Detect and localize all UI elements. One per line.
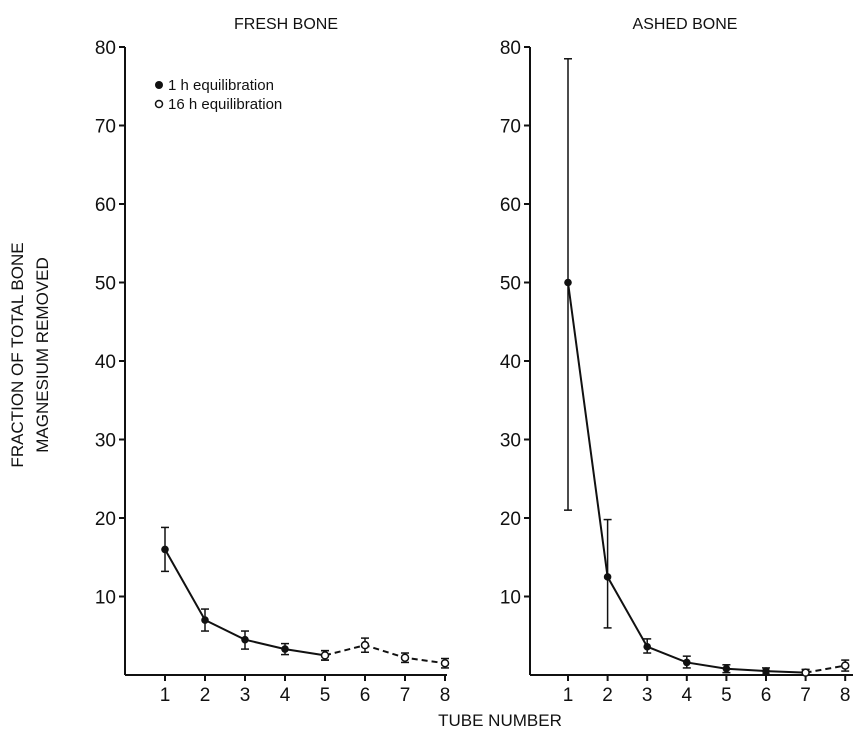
ashed-data-point-filled [722, 664, 731, 673]
ashed-x-tick-label: 8 [840, 685, 851, 706]
ashed-panel-title: ASHED BONE [633, 16, 738, 33]
fresh-x-tick-label: 8 [440, 685, 451, 706]
fresh-y-tick-label: 40 [95, 352, 116, 373]
ashed-data-point-open [801, 668, 810, 677]
legend: 1 h equilibration 16 h equilibration [154, 77, 282, 113]
y-axis-title-line2: MAGNESIUM REMOVED [33, 257, 52, 453]
ashed-y-tick-label: 50 [500, 274, 521, 295]
fresh-data-point-open [360, 640, 370, 650]
ashed-series-line-dashed [805, 664, 846, 674]
ashed-data-point-filled [603, 573, 612, 581]
fresh-data-point-open [320, 651, 330, 660]
legend-label-16h: 16 h equilibration [168, 96, 282, 113]
ashed-data-point-filled [683, 658, 691, 667]
fresh-x-tick-label: 6 [360, 685, 371, 706]
legend-open-circle-marker [154, 99, 164, 109]
ashed-data-point-filled [564, 278, 572, 287]
fresh-data-point-filled [281, 645, 289, 653]
fresh-data-point-filled [241, 635, 249, 644]
fresh-data-point-filled [201, 616, 209, 624]
ashed-x-tick-label: 6 [761, 685, 772, 706]
legend-filled-circle-marker [155, 81, 163, 89]
ashed-data-point-open [840, 661, 850, 670]
fresh-data-point-open [400, 653, 410, 662]
fresh-y-tick-label: 10 [95, 588, 116, 609]
ashed-x-tick-label: 2 [602, 685, 613, 706]
fresh-series-line-dashed [324, 644, 446, 665]
fresh-y-tick-label: 30 [95, 431, 116, 452]
ashed-y-tick-label: 20 [500, 509, 521, 530]
ashed-bone-panel: ASHED BONE 10 20 30 40 50 60 70 80 1 2 3 4 5 6 7 8 [500, 16, 853, 706]
fresh-bone-panel: FRESH BONE 10 20 30 40 50 60 70 80 1 2 3 4 5 6 7 8 [95, 16, 450, 706]
fresh-x-tick-label: 3 [240, 685, 251, 706]
ashed-x-tick-label: 5 [721, 685, 732, 706]
ashed-y-tick-label: 30 [500, 431, 521, 452]
y-axis-title-line1: FRACTION OF TOTAL BONE [8, 242, 27, 467]
ashed-x-tick-label: 1 [563, 685, 574, 706]
ashed-y-tick-label: 70 [500, 117, 521, 138]
fresh-x-tick-label: 5 [320, 685, 331, 706]
ashed-y-tick-label: 60 [500, 195, 521, 216]
fresh-x-tick-label: 7 [400, 685, 411, 706]
ashed-x-tick-label: 7 [800, 685, 811, 706]
ashed-x-tick-label: 3 [642, 685, 653, 706]
fresh-panel-title: FRESH BONE [234, 16, 338, 33]
fresh-x-tick-label: 1 [160, 685, 171, 706]
x-axis-title: TUBE NUMBER [438, 711, 562, 730]
ashed-y-tick-label: 80 [500, 38, 521, 59]
fresh-y-tick-label: 60 [95, 195, 116, 216]
ashed-data-point-filled [762, 667, 770, 675]
fresh-x-tick-label: 2 [200, 685, 211, 706]
fresh-y-tick-label: 50 [95, 274, 116, 295]
legend-label-1h: 1 h equilibration [168, 77, 274, 94]
ashed-series-line-solid [567, 282, 806, 674]
ashed-y-tick-label: 40 [500, 352, 521, 373]
fresh-data-point-open [440, 658, 450, 668]
ashed-x-tick-label: 4 [682, 685, 693, 706]
fresh-y-tick-label: 20 [95, 509, 116, 530]
ashed-data-point-filled [643, 642, 651, 651]
fresh-y-tick-label: 70 [95, 117, 116, 138]
fresh-x-tick-label: 4 [280, 685, 291, 706]
fresh-data-point-filled [161, 545, 169, 554]
ashed-y-tick-label: 10 [500, 588, 521, 609]
fresh-y-tick-label: 80 [95, 38, 116, 59]
